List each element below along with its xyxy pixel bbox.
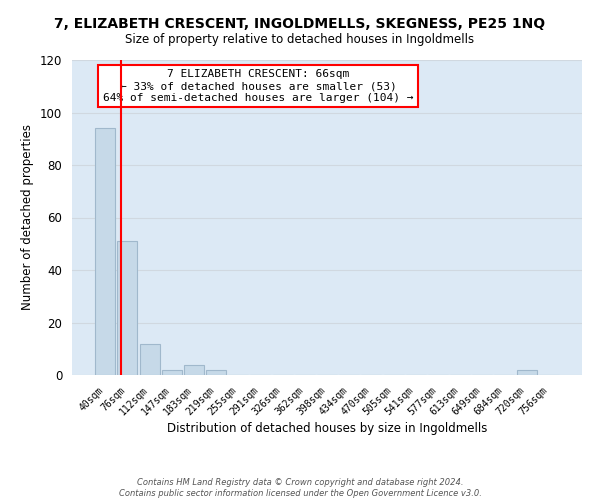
Text: 7 ELIZABETH CRESCENT: 66sqm
← 33% of detached houses are smaller (53)
64% of sem: 7 ELIZABETH CRESCENT: 66sqm ← 33% of det… <box>103 70 413 102</box>
Bar <box>140 344 160 375</box>
Bar <box>517 370 536 375</box>
Bar <box>162 370 182 375</box>
Bar <box>95 128 115 375</box>
Bar <box>206 370 226 375</box>
Text: 7, ELIZABETH CRESCENT, INGOLDMELLS, SKEGNESS, PE25 1NQ: 7, ELIZABETH CRESCENT, INGOLDMELLS, SKEG… <box>55 18 545 32</box>
X-axis label: Distribution of detached houses by size in Ingoldmells: Distribution of detached houses by size … <box>167 422 487 436</box>
Text: Contains HM Land Registry data © Crown copyright and database right 2024.
Contai: Contains HM Land Registry data © Crown c… <box>119 478 481 498</box>
Bar <box>184 364 204 375</box>
Text: Size of property relative to detached houses in Ingoldmells: Size of property relative to detached ho… <box>125 32 475 46</box>
Bar <box>118 241 137 375</box>
Y-axis label: Number of detached properties: Number of detached properties <box>22 124 34 310</box>
